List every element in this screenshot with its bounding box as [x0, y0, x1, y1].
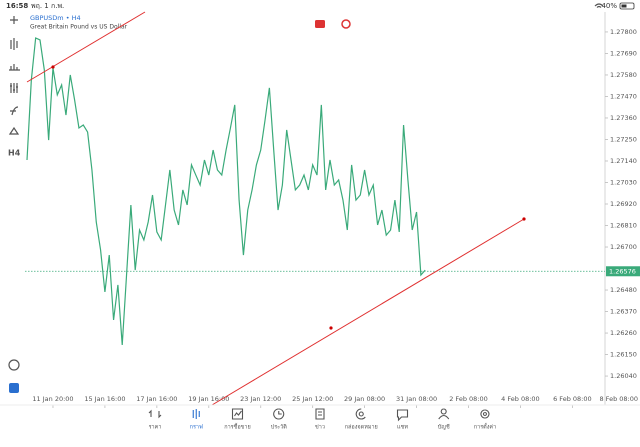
price-line: [26, 37, 426, 346]
logo-icon[interactable]: [9, 383, 19, 393]
x-tick-label: 25 Jan 12:00: [292, 395, 333, 403]
x-tick-label: 6 Feb 08:00: [553, 395, 592, 403]
x-tick-label: 17 Jan 16:00: [136, 395, 177, 403]
y-tick-label: 1.27580: [610, 71, 637, 79]
nav-label[interactable]: กล่องจดหมาย: [345, 425, 378, 431]
plot: 1.27800 1.27690 1.27580 1.27470 1.27360 1.272…: [25, 28, 640, 408]
indicator-icon[interactable]: [341, 19, 351, 29]
nav-icon[interactable]: [192, 409, 200, 419]
status-date: พฤ. 1 ก.พ.: [31, 2, 64, 10]
bottom-nav: ราคา กราฟ การซื้อขาย ประวัติ ข่าว กล่องจดหมาย…: [148, 408, 496, 431]
nav-label[interactable]: ประวัติ: [271, 424, 287, 431]
y-tick-label: 1.27800: [610, 28, 637, 36]
trend-line[interactable]: [211, 218, 525, 406]
nav-icon[interactable]: [231, 408, 244, 420]
x-tick-label: 8 Feb 08:00: [599, 395, 638, 403]
nav-icon[interactable]: [396, 409, 409, 422]
y-tick-label: 1.26040: [610, 372, 637, 380]
chart-type-tool[interactable]: [10, 38, 18, 50]
objects-tool[interactable]: [8, 126, 20, 135]
battery-icon: [619, 2, 635, 10]
nav-icon[interactable]: [148, 409, 162, 419]
nav-label[interactable]: ราคา: [149, 425, 162, 431]
function-tool[interactable]: [10, 106, 19, 116]
x-tick-label: 29 Jan 08:00: [344, 395, 385, 403]
x-tick-label: 2 Feb 08:00: [449, 395, 488, 403]
crosshair-tool[interactable]: [10, 16, 18, 24]
trend-line[interactable]: [26, 11, 146, 83]
trend-anchor[interactable]: [51, 65, 55, 69]
nav-label[interactable]: ข่าว: [315, 425, 325, 431]
x-tick-label: 4 Feb 08:00: [501, 395, 540, 403]
nav-label[interactable]: การซื้อขาย: [224, 423, 250, 431]
x-tick-label: 23 Jan 12:00: [240, 395, 281, 403]
x-tick-label: 31 Jan 08:00: [396, 395, 437, 403]
timeframe-button[interactable]: H4: [8, 149, 21, 158]
wifi-icon: [594, 3, 604, 8]
nav-icon[interactable]: [480, 409, 490, 419]
y-tick-label: 1.27140: [610, 157, 637, 165]
nav-icon[interactable]: [438, 408, 450, 420]
battery-level: [621, 4, 627, 8]
current-price-label: 1.26576: [609, 267, 636, 275]
y-tick-label: 1.27030: [610, 178, 637, 186]
x-tick-label: 15 Jan 16:00: [84, 395, 125, 403]
symbol-title: GBPUSDm • H4: [30, 14, 81, 22]
current-price-box: [606, 266, 640, 277]
nav-label[interactable]: แชท: [397, 424, 408, 431]
nav-icon[interactable]: [355, 408, 366, 420]
nav-icon[interactable]: [315, 408, 325, 420]
y-tick-label: 1.26920: [610, 200, 637, 208]
nav-label[interactable]: การตั้งค่า: [474, 423, 496, 431]
trend-anchor[interactable]: [522, 217, 526, 221]
speed-icon[interactable]: [8, 359, 20, 371]
volume-tool[interactable]: [9, 64, 20, 71]
left-toolbar: H4: [8, 16, 21, 393]
indicator-tool[interactable]: [10, 83, 18, 93]
nav-icon[interactable]: [273, 408, 285, 420]
one-click-icon[interactable]: [315, 20, 325, 28]
y-tick-label: 1.26150: [610, 351, 637, 359]
y-tick-label: 1.27360: [610, 114, 637, 122]
nav-label[interactable]: บัญชี: [438, 424, 450, 431]
x-tick-label: 19 Jan 16:00: [188, 395, 229, 403]
nav-label[interactable]: กราฟ: [190, 424, 203, 431]
y-tick-label: 1.26480: [610, 286, 637, 294]
y-tick-label: 1.27470: [610, 92, 637, 100]
y-tick-label: 1.26700: [610, 243, 637, 251]
y-tick-label: 1.26260: [610, 329, 637, 337]
y-tick-label: 1.27690: [610, 49, 637, 57]
y-tick-label: 1.26810: [610, 222, 637, 230]
symbol-subtitle: Great Britain Pound vs US Dollar: [30, 24, 128, 31]
status-battery: 40%: [601, 2, 617, 10]
trend-anchor[interactable]: [329, 326, 333, 330]
x-tick-label: 11 Jan 20:00: [32, 395, 73, 403]
y-tick-label: 1.27250: [610, 135, 637, 143]
status-time: 16:58: [6, 2, 28, 10]
y-tick-label: 1.26370: [610, 308, 637, 316]
